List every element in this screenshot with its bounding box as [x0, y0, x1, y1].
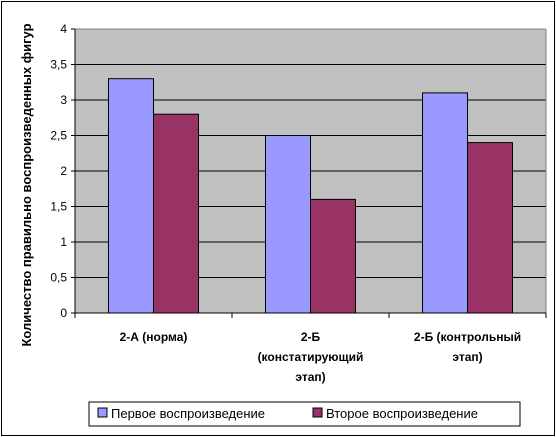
- y-tick-label: 3,5: [50, 58, 67, 72]
- y-tick-labels: 0 0,5 1 1,5 2 2,5 3 3,5 4: [50, 22, 67, 320]
- y-tick-label: 0,5: [50, 271, 67, 285]
- y-axis-label: Количество правильно воспроизведенных фи…: [19, 23, 34, 346]
- legend-box: [88, 401, 521, 427]
- x-category-label: 2-А (норма): [120, 330, 188, 344]
- legend-swatch-1: [97, 407, 108, 418]
- x-category-label: этап): [295, 370, 325, 384]
- bar-series-1-cat-1: [108, 78, 154, 314]
- y-tick-label: 2,5: [50, 129, 67, 143]
- legend: Первое воспроизведение Второе воспроизвед…: [88, 401, 521, 427]
- y-tick-label: 4: [60, 22, 67, 36]
- y-tick-label: 3: [60, 93, 67, 107]
- x-category-label: 2-Б: [301, 330, 321, 344]
- bar-series-1-cat-2: [265, 135, 311, 314]
- legend-label-1: Первое воспроизведение: [111, 406, 265, 421]
- axes: [74, 28, 547, 318]
- x-category-label: 2-Б (контрольный: [414, 330, 521, 344]
- legend-label-2: Второе воспроизведение: [326, 406, 478, 421]
- bar-series-1-cat-3: [422, 92, 468, 314]
- bar-series-2-cat-1: [153, 113, 199, 314]
- y-tick-label: 1,5: [50, 200, 67, 214]
- legend-swatch-2: [312, 407, 323, 418]
- x-category-label: (констатирующий: [258, 350, 364, 364]
- x-category-label: этап): [452, 350, 482, 364]
- bars: [108, 78, 513, 314]
- y-tick-label: 0: [60, 306, 67, 320]
- y-tick-label: 1: [60, 235, 67, 249]
- x-category-labels: 2-А (норма) 2-Б (констатирующий этап) 2-Б (к…: [120, 330, 521, 384]
- y-tick-label: 2: [60, 164, 67, 178]
- bar-series-2-cat-3: [467, 142, 513, 314]
- bar-series-2-cat-2: [310, 198, 356, 314]
